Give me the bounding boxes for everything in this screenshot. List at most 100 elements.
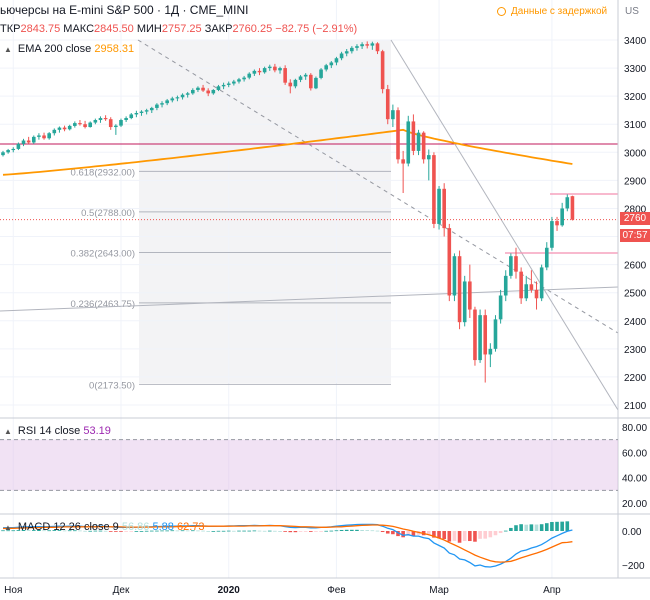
candle-body xyxy=(334,58,339,63)
candle-body xyxy=(83,124,87,128)
trend-line[interactable] xyxy=(0,286,619,312)
candle-body xyxy=(524,284,529,299)
candle-body xyxy=(1,152,5,156)
macd-histogram-bar xyxy=(344,529,349,531)
candle-body xyxy=(355,46,359,48)
candle-body xyxy=(503,275,508,296)
price-axis-tick: 2400 xyxy=(624,317,647,328)
candle-body xyxy=(473,309,477,361)
candle-body xyxy=(539,267,544,299)
macd-legend[interactable]: ▲ MACD 12 26 close 9 56.86 5.88 62.73 xyxy=(0,521,204,533)
candle-body xyxy=(406,121,411,164)
candle-body xyxy=(216,86,221,90)
candle-body xyxy=(57,127,62,130)
candle-body xyxy=(67,125,72,130)
macd-histogram-bar xyxy=(242,530,246,532)
macd-histogram-bar xyxy=(257,530,262,532)
chevron-up-icon[interactable]: ▲ xyxy=(4,45,12,54)
price-axis-tick: 3300 xyxy=(624,64,647,75)
candle-body xyxy=(93,120,98,123)
candle-body xyxy=(324,65,328,70)
macd-histogram-bar xyxy=(57,530,62,531)
macd-histogram-bar xyxy=(170,530,175,532)
macd-histogram-bar xyxy=(529,524,534,531)
time-axis-label: Мар xyxy=(429,585,449,596)
candle-body xyxy=(52,129,57,134)
macd-histogram-bar xyxy=(62,530,67,532)
candle-body xyxy=(529,284,534,290)
price-axis-tick: 2500 xyxy=(624,289,647,300)
macd-histogram-bar xyxy=(473,531,477,542)
macd-histogram-bar xyxy=(247,530,252,532)
fib-level-label: 0(2173.50) xyxy=(89,380,135,391)
price-axis-tick: 2200 xyxy=(624,373,647,384)
macd-histogram-bar xyxy=(483,531,488,539)
countdown-tag: 07:57 xyxy=(620,229,650,242)
macd-axis-tick: −200 xyxy=(622,561,645,572)
ohlc-close-value: 2760.25 xyxy=(232,23,273,35)
time-axis-label: Ноя xyxy=(4,585,22,596)
macd-histogram-bar xyxy=(273,530,277,532)
chevron-up-icon[interactable]: ▲ xyxy=(4,427,12,436)
trend-line-dashed[interactable] xyxy=(137,39,619,334)
candle-body xyxy=(498,295,503,320)
ema-200-line xyxy=(2,128,573,176)
candle-body xyxy=(78,123,82,125)
candle-body xyxy=(124,118,128,121)
rsi-legend[interactable]: ▲ RSI 14 close 53.19 xyxy=(0,425,111,437)
macd-histogram-bar xyxy=(539,524,544,531)
macd-histogram-bar xyxy=(437,531,441,539)
chevron-up-icon[interactable]: ▲ xyxy=(4,523,12,532)
candle-body xyxy=(339,53,344,59)
candle-body xyxy=(283,68,287,83)
macd-histogram-bar xyxy=(478,531,482,539)
candle-body xyxy=(226,83,231,85)
macd-histogram-bar xyxy=(21,529,26,531)
macd-histogram-bar xyxy=(47,530,51,532)
candle-body xyxy=(314,77,318,89)
candle-body xyxy=(201,87,205,91)
macd-histogram-bar xyxy=(124,531,128,532)
price-axis-tick: 2300 xyxy=(624,345,647,356)
candle-body xyxy=(380,51,385,90)
candle-body xyxy=(550,221,554,248)
currency-label[interactable]: US xyxy=(625,6,639,17)
candle-body xyxy=(509,256,513,276)
candle-body xyxy=(155,104,159,108)
macd-histogram-bar xyxy=(98,530,103,532)
macd-histogram-bar xyxy=(206,531,210,532)
delayed-data-label: Данные с задержкой xyxy=(511,6,608,17)
delayed-data-notice[interactable]: Данные с задержкой xyxy=(497,6,607,17)
candle-body xyxy=(175,97,180,99)
macd-histogram-bar xyxy=(52,530,57,531)
ema-legend[interactable]: ▲ EMA 200 close 2958.31 xyxy=(0,43,134,55)
candle-body xyxy=(560,208,564,226)
macd-histogram-bar xyxy=(488,531,493,538)
rsi-axis-tick: 80.00 xyxy=(622,423,647,434)
candle-body xyxy=(344,51,349,54)
candle-body xyxy=(160,103,164,105)
trend-line[interactable] xyxy=(390,39,619,411)
price-axis-tick: 2100 xyxy=(624,401,647,412)
macd-histogram-bar xyxy=(355,529,359,531)
macd-histogram-bar xyxy=(468,531,472,542)
candle-body xyxy=(365,44,370,46)
macd-histogram-bar xyxy=(560,521,564,531)
ema-legend-label: EMA 200 close xyxy=(17,43,92,55)
macd-histogram-bar xyxy=(31,530,36,531)
candle-body xyxy=(401,159,405,164)
candle-body xyxy=(191,89,195,94)
macd-histogram-bar xyxy=(432,531,436,538)
candle-body xyxy=(375,43,380,52)
fib-level-label: 0.5(2788.00) xyxy=(81,208,135,219)
macd-histogram-bar xyxy=(288,531,293,533)
macd-histogram-bar xyxy=(426,531,431,535)
macd-histogram-bar xyxy=(16,530,21,531)
candle-body xyxy=(119,120,123,126)
candle-body xyxy=(319,69,323,78)
macd-histogram-bar xyxy=(252,530,257,532)
macd-histogram-bar xyxy=(555,521,559,531)
price-axis-tick: 2600 xyxy=(624,261,647,272)
macd-legend-signal: 62.73 xyxy=(176,521,205,533)
